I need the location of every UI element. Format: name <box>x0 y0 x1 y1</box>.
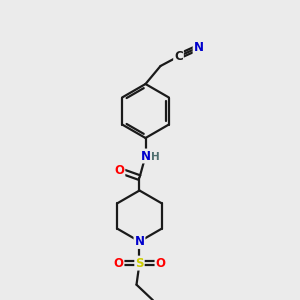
Text: O: O <box>113 256 124 270</box>
Text: N: N <box>194 41 204 54</box>
Text: N: N <box>140 149 151 163</box>
Text: O: O <box>155 256 166 270</box>
Text: N: N <box>134 235 145 248</box>
Text: C: C <box>174 50 183 63</box>
Text: S: S <box>135 256 144 270</box>
Text: H: H <box>151 152 160 163</box>
Text: O: O <box>114 164 124 177</box>
